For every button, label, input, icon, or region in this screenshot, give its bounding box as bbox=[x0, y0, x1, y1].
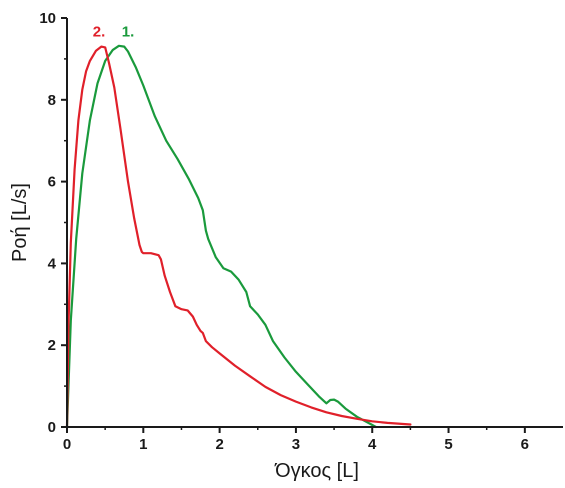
x-tick-label: 4 bbox=[368, 436, 377, 453]
y-tick-label: 4 bbox=[48, 255, 57, 272]
annotation-layer: 1. 2. bbox=[93, 23, 135, 40]
y-tick-label: 0 bbox=[48, 419, 56, 436]
x-tick-label: 6 bbox=[521, 436, 529, 453]
x-tick-label: 0 bbox=[63, 436, 71, 453]
y-axis-title: Ροή [L/s] bbox=[9, 183, 31, 262]
series-label-2: 2. bbox=[93, 23, 106, 40]
x-tick-label: 1 bbox=[139, 436, 147, 453]
series-layer bbox=[65, 44, 412, 429]
x-tick-label: 3 bbox=[292, 436, 300, 453]
x-axis-title: Όγκος [L] bbox=[274, 460, 359, 482]
x-tick-label: 5 bbox=[444, 436, 452, 453]
y-tick-label: 8 bbox=[48, 92, 56, 109]
series-label-1: 1. bbox=[122, 23, 135, 40]
series-line-1 bbox=[65, 44, 378, 429]
y-axis-title-group: Ροή [L/s] bbox=[9, 183, 31, 262]
y-tick-label: 2 bbox=[48, 337, 56, 354]
series-line-2 bbox=[65, 45, 412, 429]
y-tick-label: 10 bbox=[39, 10, 56, 27]
y-tick-label: 6 bbox=[48, 174, 56, 191]
x-tick-label: 2 bbox=[215, 436, 223, 453]
ticks-layer: 0 1 2 3 4 5 6 0 2 4 6 8 10 bbox=[39, 10, 529, 453]
